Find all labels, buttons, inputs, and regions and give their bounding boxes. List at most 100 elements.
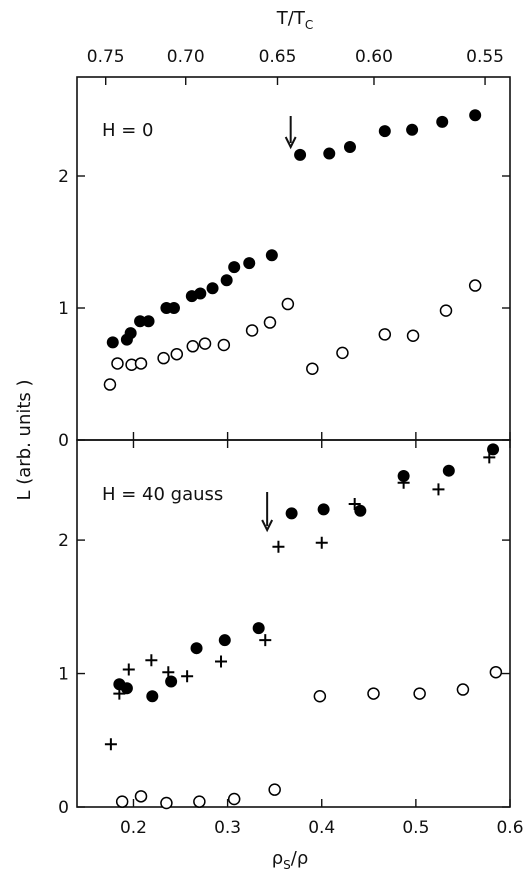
- data-point-filled: [124, 327, 137, 340]
- data-point-plus: [122, 663, 135, 676]
- x-axis-title-tail: /ρ: [291, 848, 309, 869]
- data-point-open: [378, 328, 392, 341]
- data-point-filled: [294, 148, 307, 161]
- data-point-open: [313, 689, 327, 703]
- x-tick-label: 0.3: [214, 818, 241, 838]
- data-point-open: [456, 683, 470, 696]
- data-point-filled: [206, 282, 219, 295]
- y-tick-label: 2: [58, 531, 69, 551]
- data-point-plus: [397, 476, 410, 489]
- data-point-filled: [354, 504, 367, 517]
- data-point-plus: [272, 540, 285, 553]
- top-axis-title-sub: C: [305, 18, 313, 32]
- data-point-open: [193, 795, 206, 808]
- top-tick-label: 0.70: [167, 47, 205, 67]
- data-point-open: [157, 351, 170, 365]
- data-point-filled: [146, 690, 159, 703]
- top-axis-title-main: T/T: [276, 8, 306, 29]
- x-axis-title-main: ρ: [272, 848, 283, 869]
- bottom-panel-frame: [76, 439, 511, 808]
- data-point-filled: [343, 140, 356, 153]
- data-point-filled: [167, 302, 180, 314]
- data-point-filled: [265, 249, 278, 262]
- chart-marks: 0.2 0.3 0.4 0.5 0.6 0.75 0.70 0.65 0.60 0.55 0 1 2 0 1…: [58, 47, 523, 838]
- data-point-filled: [378, 125, 391, 138]
- data-point-open: [406, 329, 420, 342]
- y-tick-label: 1: [58, 665, 69, 685]
- data-point-open: [413, 687, 426, 700]
- data-point-filled: [120, 682, 133, 695]
- data-point-filled: [397, 470, 410, 483]
- y-tick-label: 0: [58, 798, 69, 818]
- data-point-open: [227, 792, 241, 806]
- data-point-plus: [181, 670, 194, 683]
- top-tick-label: 0.55: [466, 47, 504, 67]
- data-point-filled: [220, 274, 233, 287]
- data-point-filled: [165, 675, 178, 688]
- data-point-filled: [194, 287, 207, 300]
- data-point-filled: [285, 507, 298, 520]
- y-tick-label: 0: [58, 431, 69, 451]
- data-point-open: [186, 340, 200, 353]
- data-point-open: [367, 687, 380, 700]
- top-tick-label: 0.65: [259, 47, 297, 67]
- y-tick-label: 1: [58, 299, 69, 319]
- transition-arrow-head: [261, 519, 274, 533]
- data-point-open: [268, 783, 281, 796]
- data-point-plus: [113, 687, 126, 700]
- data-point-open: [489, 665, 503, 679]
- data-point-filled: [406, 123, 419, 136]
- data-point-plus: [315, 536, 328, 549]
- x-tick-label: 0.2: [120, 818, 147, 838]
- data-point-filled: [142, 315, 155, 328]
- data-point-plus: [259, 634, 272, 647]
- data-point-open: [115, 795, 129, 808]
- data-point-open: [170, 347, 184, 361]
- top-axis-title: T/TC: [276, 8, 313, 32]
- data-point-open: [160, 796, 173, 810]
- data-point-open: [336, 346, 349, 360]
- data-point-plus: [104, 738, 117, 751]
- data-point-open: [134, 357, 148, 370]
- data-point-open: [263, 316, 277, 329]
- data-point-filled: [134, 315, 147, 328]
- transition-arrow-head: [284, 136, 297, 150]
- data-point-open: [245, 324, 259, 337]
- x-tick-label: 0.5: [402, 818, 429, 838]
- data-point-filled: [436, 115, 449, 128]
- x-axis-title: ρS/ρ: [272, 848, 309, 872]
- top-tick-label: 0.75: [87, 47, 125, 67]
- data-point-plus: [145, 654, 158, 667]
- data-point-plus: [162, 666, 175, 679]
- data-point-filled: [252, 622, 265, 635]
- data-point-open: [306, 362, 319, 375]
- data-point-open: [103, 378, 117, 391]
- data-point-plus: [348, 498, 361, 511]
- data-point-filled: [442, 464, 455, 477]
- x-tick-label: 0.4: [308, 818, 335, 838]
- data-point-open: [134, 790, 148, 803]
- data-point-plus: [215, 655, 228, 668]
- data-point-filled: [469, 109, 482, 122]
- data-point-filled: [228, 261, 241, 274]
- data-point-open: [217, 338, 231, 352]
- x-axis-title-sub: S: [283, 858, 291, 872]
- bottom-panel: [76, 439, 511, 808]
- data-point-filled: [243, 257, 256, 270]
- data-point-plus: [483, 451, 496, 464]
- data-point-filled: [317, 503, 330, 516]
- x-tick-label: 0.6: [496, 818, 523, 838]
- data-point-open: [198, 337, 212, 350]
- data-point-open: [111, 357, 124, 370]
- data-point-open: [468, 279, 482, 292]
- top-tick-label: 0.60: [355, 47, 393, 67]
- data-point-open: [281, 297, 295, 311]
- top-panel-label: H = 0: [102, 120, 154, 141]
- data-point-plus: [432, 483, 445, 496]
- data-point-filled: [106, 336, 119, 349]
- y-axis-title: L (arb. units ): [14, 379, 35, 500]
- data-point-open: [439, 304, 453, 317]
- data-point-filled: [218, 634, 231, 647]
- data-point-filled: [190, 642, 203, 655]
